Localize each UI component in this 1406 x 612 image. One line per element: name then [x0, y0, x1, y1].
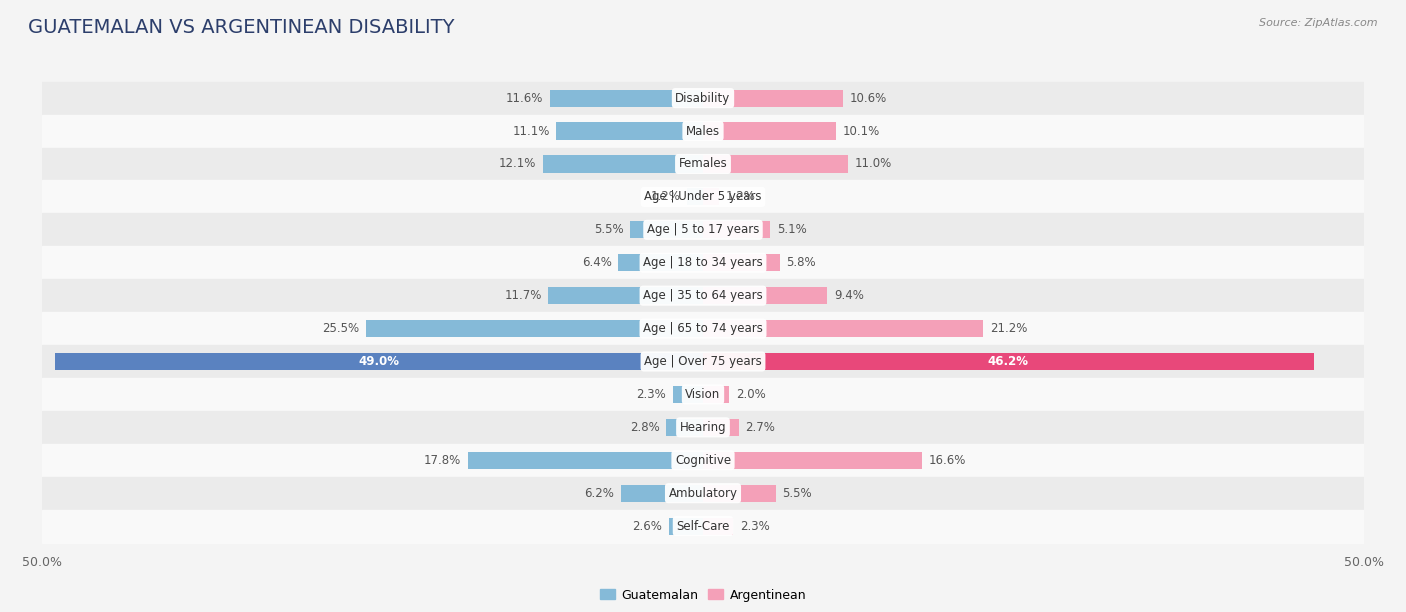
- Text: 17.8%: 17.8%: [423, 453, 461, 467]
- Text: 21.2%: 21.2%: [990, 322, 1028, 335]
- Bar: [703, 287, 827, 304]
- Text: 2.6%: 2.6%: [633, 520, 662, 532]
- Bar: [42, 181, 1364, 214]
- Bar: [42, 312, 1364, 345]
- Text: 2.7%: 2.7%: [745, 421, 775, 434]
- Bar: [703, 386, 730, 403]
- Text: Males: Males: [686, 125, 720, 138]
- Text: GUATEMALAN VS ARGENTINEAN DISABILITY: GUATEMALAN VS ARGENTINEAN DISABILITY: [28, 18, 454, 37]
- Bar: [688, 188, 703, 206]
- Bar: [669, 518, 703, 535]
- Text: 46.2%: 46.2%: [988, 355, 1029, 368]
- Bar: [703, 155, 848, 173]
- Bar: [703, 485, 776, 502]
- Bar: [42, 279, 1364, 312]
- Text: 11.1%: 11.1%: [512, 125, 550, 138]
- Bar: [548, 287, 703, 304]
- Bar: [42, 114, 1364, 147]
- Bar: [468, 452, 703, 469]
- Bar: [42, 477, 1364, 510]
- Text: 6.4%: 6.4%: [582, 256, 612, 269]
- Bar: [703, 518, 734, 535]
- Bar: [630, 222, 703, 239]
- Bar: [703, 122, 837, 140]
- Text: 5.8%: 5.8%: [786, 256, 815, 269]
- Bar: [543, 155, 703, 173]
- Bar: [557, 122, 703, 140]
- Text: 5.5%: 5.5%: [782, 487, 811, 499]
- Bar: [703, 89, 844, 106]
- Text: 1.2%: 1.2%: [725, 190, 755, 203]
- Bar: [703, 419, 738, 436]
- Bar: [703, 320, 983, 337]
- Text: 16.6%: 16.6%: [929, 453, 966, 467]
- Bar: [703, 188, 718, 206]
- Text: 5.1%: 5.1%: [778, 223, 807, 236]
- Bar: [703, 254, 780, 271]
- Bar: [366, 320, 703, 337]
- Text: 12.1%: 12.1%: [499, 157, 537, 171]
- Bar: [619, 254, 703, 271]
- Text: Source: ZipAtlas.com: Source: ZipAtlas.com: [1260, 18, 1378, 28]
- Bar: [42, 510, 1364, 543]
- Text: 5.5%: 5.5%: [595, 223, 624, 236]
- Text: 11.0%: 11.0%: [855, 157, 893, 171]
- Text: 11.7%: 11.7%: [505, 289, 541, 302]
- Bar: [42, 81, 1364, 114]
- Text: Cognitive: Cognitive: [675, 453, 731, 467]
- Bar: [703, 222, 770, 239]
- Text: Age | 65 to 74 years: Age | 65 to 74 years: [643, 322, 763, 335]
- Text: 2.8%: 2.8%: [630, 421, 659, 434]
- Bar: [550, 89, 703, 106]
- Bar: [621, 485, 703, 502]
- Text: 10.6%: 10.6%: [849, 92, 887, 105]
- Bar: [666, 419, 703, 436]
- Text: 2.3%: 2.3%: [637, 388, 666, 401]
- Bar: [672, 386, 703, 403]
- Text: Hearing: Hearing: [679, 421, 727, 434]
- Text: 9.4%: 9.4%: [834, 289, 863, 302]
- Text: Ambulatory: Ambulatory: [668, 487, 738, 499]
- Bar: [42, 246, 1364, 279]
- Text: Self-Care: Self-Care: [676, 520, 730, 532]
- Text: Age | 18 to 34 years: Age | 18 to 34 years: [643, 256, 763, 269]
- Text: Females: Females: [679, 157, 727, 171]
- Text: 2.0%: 2.0%: [737, 388, 766, 401]
- Text: 49.0%: 49.0%: [359, 355, 399, 368]
- Text: 2.3%: 2.3%: [740, 520, 769, 532]
- Text: Vision: Vision: [685, 388, 721, 401]
- Bar: [42, 411, 1364, 444]
- Bar: [42, 147, 1364, 181]
- Text: 6.2%: 6.2%: [585, 487, 614, 499]
- Bar: [703, 452, 922, 469]
- Bar: [703, 353, 1313, 370]
- Text: Age | 5 to 17 years: Age | 5 to 17 years: [647, 223, 759, 236]
- Bar: [55, 353, 703, 370]
- Text: 10.1%: 10.1%: [844, 125, 880, 138]
- Bar: [42, 345, 1364, 378]
- Text: 1.2%: 1.2%: [651, 190, 681, 203]
- Text: Age | Under 5 years: Age | Under 5 years: [644, 190, 762, 203]
- Legend: Guatemalan, Argentinean: Guatemalan, Argentinean: [595, 584, 811, 606]
- Text: Disability: Disability: [675, 92, 731, 105]
- Text: Age | Over 75 years: Age | Over 75 years: [644, 355, 762, 368]
- Text: 25.5%: 25.5%: [322, 322, 360, 335]
- Bar: [42, 214, 1364, 246]
- Bar: [42, 378, 1364, 411]
- Bar: [42, 444, 1364, 477]
- Text: 11.6%: 11.6%: [506, 92, 543, 105]
- Text: Age | 35 to 64 years: Age | 35 to 64 years: [643, 289, 763, 302]
